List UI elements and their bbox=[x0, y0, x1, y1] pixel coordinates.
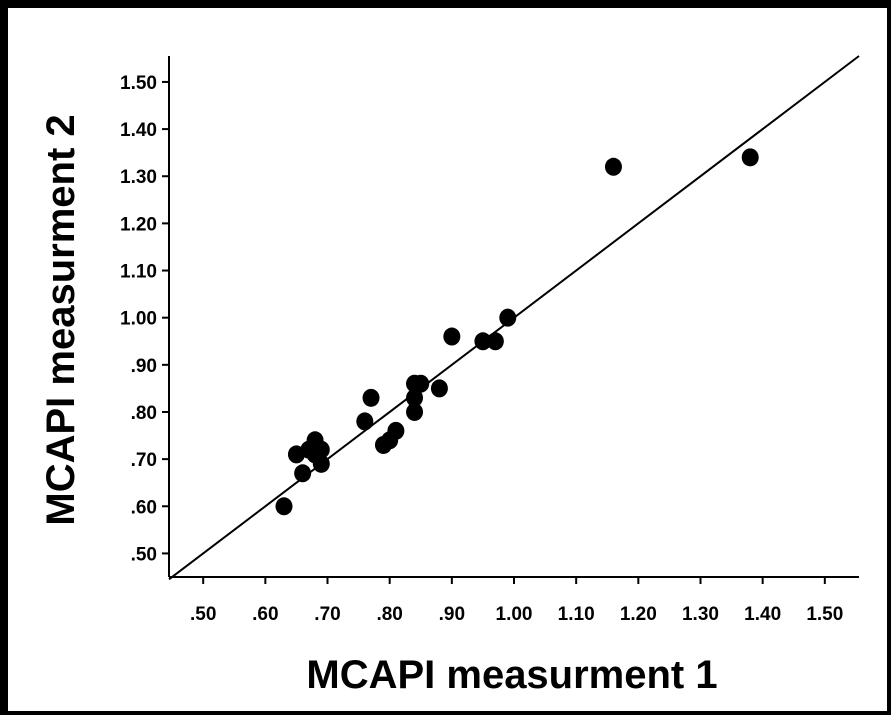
scatter-point bbox=[741, 148, 759, 167]
scatter-point bbox=[312, 440, 330, 459]
x-tick-label: .70 bbox=[314, 604, 340, 625]
data-points bbox=[275, 148, 759, 516]
scatter-point bbox=[604, 157, 622, 176]
scatter-point bbox=[362, 388, 380, 407]
scatter-point bbox=[406, 402, 424, 421]
scatter-point bbox=[406, 388, 424, 407]
x-tick-label: 1.10 bbox=[558, 604, 595, 625]
y-tick-label: 1.20 bbox=[120, 214, 157, 235]
y-tick-label: .80 bbox=[131, 403, 157, 424]
x-tick-label: .60 bbox=[252, 604, 278, 625]
x-tick-label: 1.50 bbox=[806, 604, 843, 625]
scatter-point bbox=[486, 332, 504, 351]
y-tick-label: .90 bbox=[131, 356, 157, 377]
scatter-point bbox=[312, 454, 330, 473]
y-axis-ticks: .50 .60 .70 .80 .90 1.00 1.10 1.20 1.30 1.40 1.50 bbox=[120, 73, 169, 565]
scatter-point bbox=[430, 379, 448, 398]
x-tick-label: .90 bbox=[439, 604, 465, 625]
y-tick-label: .60 bbox=[131, 497, 157, 518]
x-tick-label: 1.30 bbox=[682, 604, 719, 625]
scatter-point bbox=[412, 374, 430, 393]
y-tick-label: .70 bbox=[131, 450, 157, 471]
scatter-point bbox=[499, 308, 517, 327]
x-tick-label: 1.00 bbox=[496, 604, 533, 625]
x-axis-ticks: .50 .60 .70 .80 .90 1.00 1.10 1.20 1.30 1.40 1.50 bbox=[190, 577, 843, 625]
y-tick-label: 1.10 bbox=[120, 262, 157, 283]
scatter-point bbox=[356, 412, 374, 431]
scatter-point bbox=[387, 421, 405, 440]
x-tick-label: 1.20 bbox=[620, 604, 657, 625]
scatter-point bbox=[474, 332, 492, 351]
scatter-point bbox=[443, 327, 461, 346]
scatter-point bbox=[294, 464, 312, 483]
x-tick-label: .50 bbox=[190, 604, 216, 625]
y-tick-label: 1.00 bbox=[120, 309, 157, 330]
y-tick-label: .50 bbox=[131, 544, 157, 565]
y-tick-label: 1.50 bbox=[120, 73, 157, 94]
scatter-point bbox=[275, 497, 293, 516]
y-tick-label: 1.40 bbox=[120, 120, 157, 141]
y-axis-title: MCAPI measurment 2 bbox=[39, 114, 83, 525]
y-tick-label: 1.30 bbox=[120, 167, 157, 188]
scatter-chart: .50.60.70.80.90 1.00 1.10 1.20 1.30 1.40 1.50 … bbox=[39, 55, 860, 697]
x-tick-label: 1.40 bbox=[744, 604, 781, 625]
x-axis-title: MCAPI measurment 1 bbox=[306, 653, 717, 697]
x-tick-label: .80 bbox=[376, 604, 402, 625]
